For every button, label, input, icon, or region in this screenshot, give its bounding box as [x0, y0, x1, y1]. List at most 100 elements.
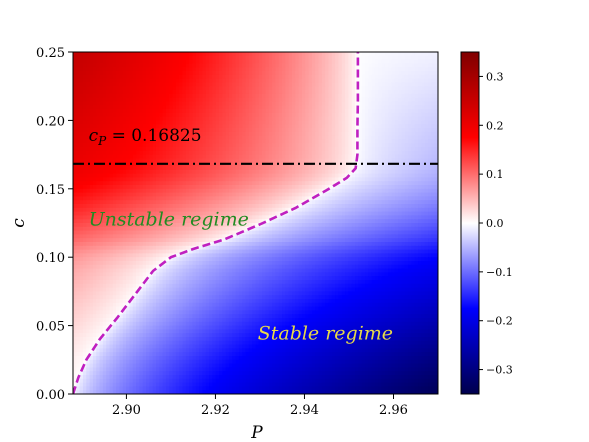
- heatmap-cell: [169, 158, 174, 163]
- heatmap-cell: [381, 59, 386, 64]
- heatmap-cell: [345, 93, 350, 99]
- heatmap-cell: [76, 223, 81, 228]
- heatmap-cell: [235, 207, 240, 213]
- heatmap-cell: [368, 109, 373, 114]
- heatmap-cell: [411, 67, 416, 72]
- heatmap-cell: [86, 177, 91, 182]
- heatmap-cell: [195, 173, 200, 178]
- heatmap-cell: [394, 59, 399, 64]
- heatmap-cell: [86, 131, 91, 137]
- heatmap-cell: [102, 78, 107, 83]
- heatmap-cell: [345, 52, 350, 57]
- heatmap-cell: [351, 59, 356, 64]
- heatmap-cell: [195, 90, 200, 95]
- heatmap-cell: [132, 169, 137, 175]
- heatmap-cell: [404, 101, 409, 106]
- heatmap-cell: [398, 158, 403, 163]
- heatmap-cell: [358, 185, 363, 190]
- heatmap-cell: [169, 101, 174, 106]
- heatmap-cell: [248, 181, 253, 186]
- heatmap-cell: [142, 169, 147, 175]
- heatmap-cell: [82, 109, 87, 114]
- heatmap-cell: [311, 67, 316, 72]
- heatmap-cell: [268, 86, 273, 91]
- heatmap-cell: [92, 207, 97, 213]
- heatmap-cell: [82, 188, 87, 194]
- heatmap-cell: [172, 207, 177, 213]
- heatmap-cell: [424, 196, 429, 201]
- heatmap-cell: [272, 169, 277, 175]
- heatmap-cell: [182, 143, 187, 148]
- heatmap-cell: [182, 185, 187, 190]
- heatmap-cell: [371, 109, 376, 114]
- heatmap-cell: [341, 101, 346, 106]
- heatmap-cell: [149, 116, 154, 121]
- heatmap-cell: [384, 150, 389, 156]
- heatmap-cell: [252, 128, 257, 133]
- heatmap-cell: [338, 204, 343, 209]
- heatmap-cell: [175, 204, 180, 209]
- heatmap-cell: [431, 82, 436, 87]
- heatmap-cell: [315, 162, 320, 167]
- heatmap-cell: [295, 147, 300, 152]
- heatmap-cell: [79, 86, 84, 91]
- heatmap-cell: [328, 211, 333, 216]
- heatmap-cell: [418, 124, 423, 129]
- heatmap-cell: [219, 177, 223, 182]
- heatmap-cell: [209, 185, 213, 190]
- heatmap-cell: [431, 124, 436, 129]
- heatmap-cell: [355, 192, 359, 197]
- heatmap-cell: [368, 207, 373, 213]
- heatmap-cell: [189, 128, 194, 133]
- heatmap-cell: [301, 154, 306, 159]
- heatmap-cell: [335, 200, 340, 205]
- heatmap-cell: [222, 71, 227, 76]
- heatmap-cell: [136, 158, 140, 163]
- heatmap-cell: [298, 93, 303, 99]
- heatmap-cell: [378, 82, 383, 87]
- heatmap-cell: [315, 166, 320, 171]
- heatmap-cell: [89, 59, 94, 64]
- heatmap-cell: [189, 109, 194, 114]
- heatmap-cell: [414, 52, 419, 57]
- heatmap-cell: [411, 131, 416, 137]
- heatmap-cell: [232, 181, 237, 186]
- heatmap-cell: [142, 101, 147, 106]
- heatmap-cell: [73, 219, 77, 224]
- heatmap-cell: [248, 200, 253, 205]
- heatmap-cell: [215, 177, 220, 182]
- heatmap-cell: [321, 97, 326, 102]
- heatmap-cell: [341, 128, 346, 133]
- heatmap-cell: [341, 135, 346, 140]
- heatmap-cell: [358, 192, 363, 197]
- heatmap-cell: [215, 166, 220, 171]
- heatmap-cell: [165, 143, 170, 148]
- heatmap-cell: [225, 177, 230, 182]
- heatmap-cell: [431, 131, 436, 137]
- heatmap-cell: [82, 200, 87, 205]
- heatmap-cell: [235, 78, 240, 83]
- heatmap-cell: [185, 177, 190, 182]
- heatmap-cell: [301, 86, 306, 91]
- heatmap-cell: [222, 200, 227, 205]
- heatmap-cell: [404, 139, 409, 144]
- heatmap-cell: [262, 135, 267, 140]
- heatmap-cell: [295, 109, 300, 114]
- heatmap-cell: [192, 204, 197, 209]
- heatmap-cell: [225, 158, 230, 163]
- heatmap-cell: [398, 90, 403, 95]
- heatmap-cell: [258, 169, 263, 175]
- heatmap-cell: [89, 105, 94, 110]
- heatmap-cell: [301, 97, 306, 102]
- heatmap-cell: [348, 74, 353, 80]
- heatmap-cell: [142, 59, 147, 64]
- heatmap-cell: [96, 207, 101, 213]
- heatmap-cell: [394, 204, 399, 209]
- heatmap-cell: [209, 74, 213, 80]
- heatmap-cell: [92, 154, 97, 159]
- heatmap-cell: [282, 139, 286, 144]
- heatmap-cell: [394, 97, 399, 102]
- heatmap-cell: [298, 97, 303, 102]
- heatmap-cell: [152, 166, 157, 171]
- heatmap-cell: [378, 55, 383, 61]
